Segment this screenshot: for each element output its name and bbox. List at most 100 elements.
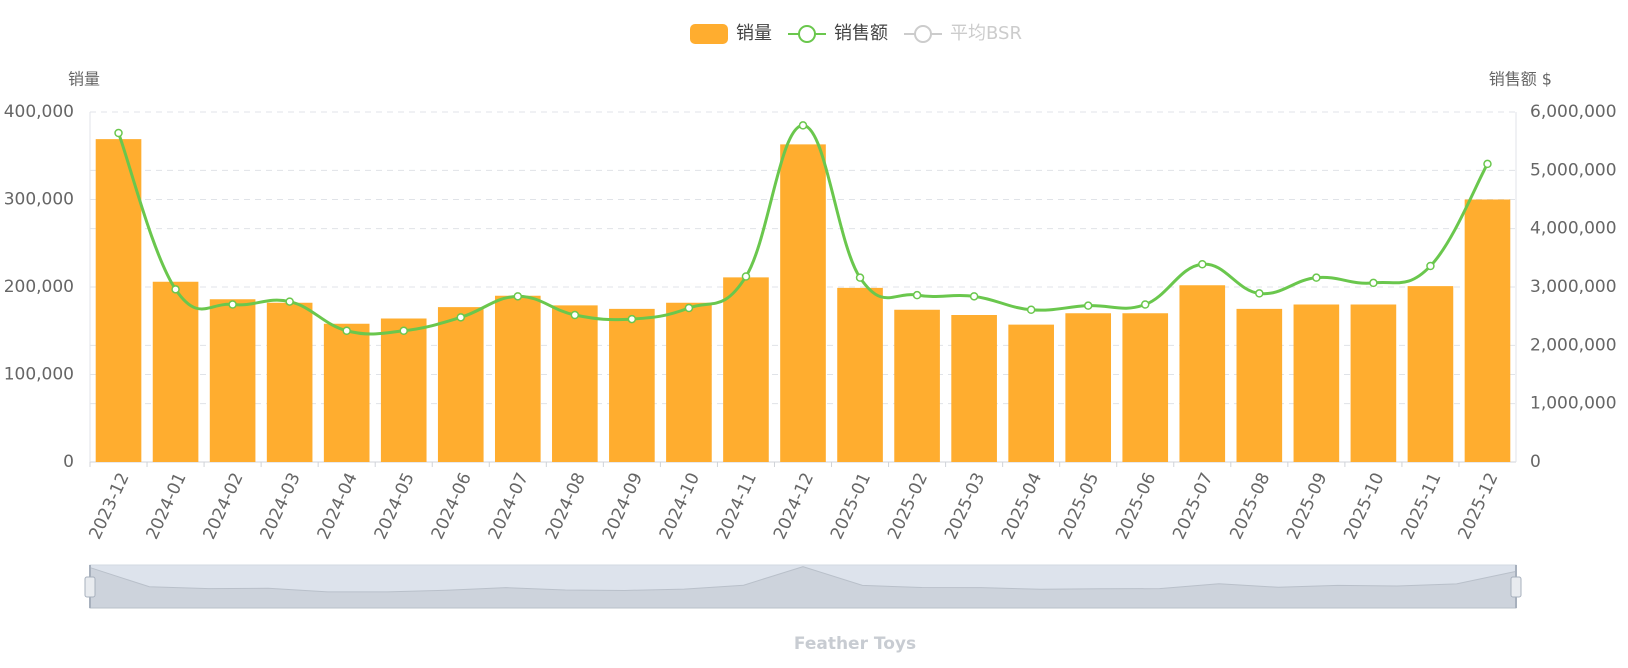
x-tick-label: 2024-12 (770, 470, 818, 543)
x-tick-label: 2025-03 (941, 470, 989, 543)
line-point (1369, 278, 1378, 288)
y2-tick-label: 4,000,000 (1530, 219, 1617, 239)
line-point (741, 272, 751, 281)
line-point (684, 303, 694, 313)
x-tick-label: 2024-01 (142, 470, 190, 543)
bar (1122, 313, 1169, 462)
line-point (969, 292, 979, 301)
x-tick-label: 2024-03 (257, 470, 305, 543)
bar (437, 307, 484, 462)
bar (380, 318, 427, 462)
bar (494, 295, 541, 462)
y2-tick-label: 3,000,000 (1530, 277, 1617, 297)
bar (1179, 285, 1226, 462)
bar (1350, 304, 1397, 462)
x-tick-label: 2025-05 (1055, 470, 1103, 543)
line-point (342, 326, 351, 335)
chart-title: Feather Toys (794, 634, 916, 654)
y2-axis-label: 销售额 $ (1489, 70, 1552, 89)
bar (1293, 304, 1340, 462)
x-tick-label: 2024-08 (542, 470, 590, 543)
x-tick-label: 2025-12 (1454, 470, 1502, 543)
line-point (513, 292, 523, 301)
line-point (456, 313, 466, 322)
line-point (1026, 305, 1036, 314)
bar (951, 315, 997, 462)
legend-label: 销量 (736, 23, 772, 44)
line-point (798, 121, 808, 130)
x-tick-label: 2025-10 (1340, 470, 1388, 543)
x-tick-label: 2025-04 (998, 470, 1046, 543)
bar (1464, 199, 1511, 462)
bar (666, 302, 712, 462)
y-tick-label: 400,000 (4, 102, 74, 122)
y2-tick-label: 0 (1530, 452, 1541, 472)
line-point (1483, 159, 1492, 169)
legend-swatch (690, 24, 728, 44)
y-axis-label: 销量 (68, 70, 100, 89)
bar (894, 309, 940, 462)
line-point (912, 290, 922, 300)
line-point (855, 273, 865, 282)
x-tick-label: 2025-06 (1112, 470, 1160, 543)
x-tick-label: 2024-04 (314, 470, 362, 543)
x-tick-label: 2025-07 (1169, 470, 1217, 543)
legend-label: 平均BSR (950, 23, 1022, 44)
y-tick-label: 200,000 (4, 277, 74, 297)
x-tick-label: 2025-02 (884, 470, 932, 543)
line-point (399, 326, 408, 335)
x-tick-label: 2024-05 (371, 470, 419, 543)
zoom-preview (89, 566, 1517, 609)
line-point (114, 128, 123, 138)
line-point (1140, 300, 1150, 309)
y-tick-label: 0 (63, 452, 74, 472)
line-point (285, 297, 294, 306)
bar (780, 144, 826, 462)
bar (323, 323, 370, 462)
zoom-handle[interactable] (84, 576, 96, 598)
x-tick-label: 2024-07 (485, 470, 533, 543)
bar (95, 139, 142, 462)
y2-tick-label: 2,000,000 (1530, 335, 1617, 355)
x-tick-label: 2025-01 (827, 470, 875, 543)
bar (266, 302, 313, 462)
bar (1407, 286, 1454, 462)
bar (1236, 308, 1283, 462)
x-tick-label: 2024-02 (200, 470, 248, 543)
bar (609, 308, 655, 462)
bar (552, 305, 598, 462)
bar (723, 277, 769, 462)
line-point (1255, 289, 1264, 298)
x-tick-label: 2024-10 (656, 470, 704, 543)
bar (1065, 313, 1112, 462)
y2-tick-label: 5,000,000 (1530, 160, 1617, 180)
line-point (627, 314, 637, 324)
legend-swatch (798, 25, 816, 43)
y2-tick-label: 1,000,000 (1530, 394, 1617, 414)
x-tick-label: 2023-12 (85, 470, 133, 543)
x-tick-label: 2025-11 (1397, 470, 1445, 543)
y-tick-label: 100,000 (4, 365, 74, 385)
line-point (228, 300, 237, 309)
x-tick-label: 2025-09 (1283, 470, 1331, 543)
line-point (1426, 261, 1435, 271)
y2-tick-label: 6,000,000 (1530, 102, 1617, 122)
x-tick-label: 2024-09 (599, 470, 647, 543)
line-point (1083, 301, 1093, 310)
x-tick-label: 2024-06 (428, 470, 476, 543)
legend-label: 销售额 (834, 23, 888, 44)
bar (152, 281, 199, 462)
bar (209, 299, 256, 462)
line-point (1198, 260, 1207, 269)
zoom-handle[interactable] (1510, 576, 1522, 598)
line-point (570, 310, 580, 320)
legend-swatch (914, 25, 932, 43)
y-tick-label: 300,000 (4, 190, 74, 210)
x-tick-label: 2025-08 (1226, 470, 1274, 543)
x-tick-label: 2024-11 (713, 470, 761, 543)
bar (1008, 324, 1054, 462)
bar (837, 287, 883, 462)
line-point (1312, 273, 1321, 282)
